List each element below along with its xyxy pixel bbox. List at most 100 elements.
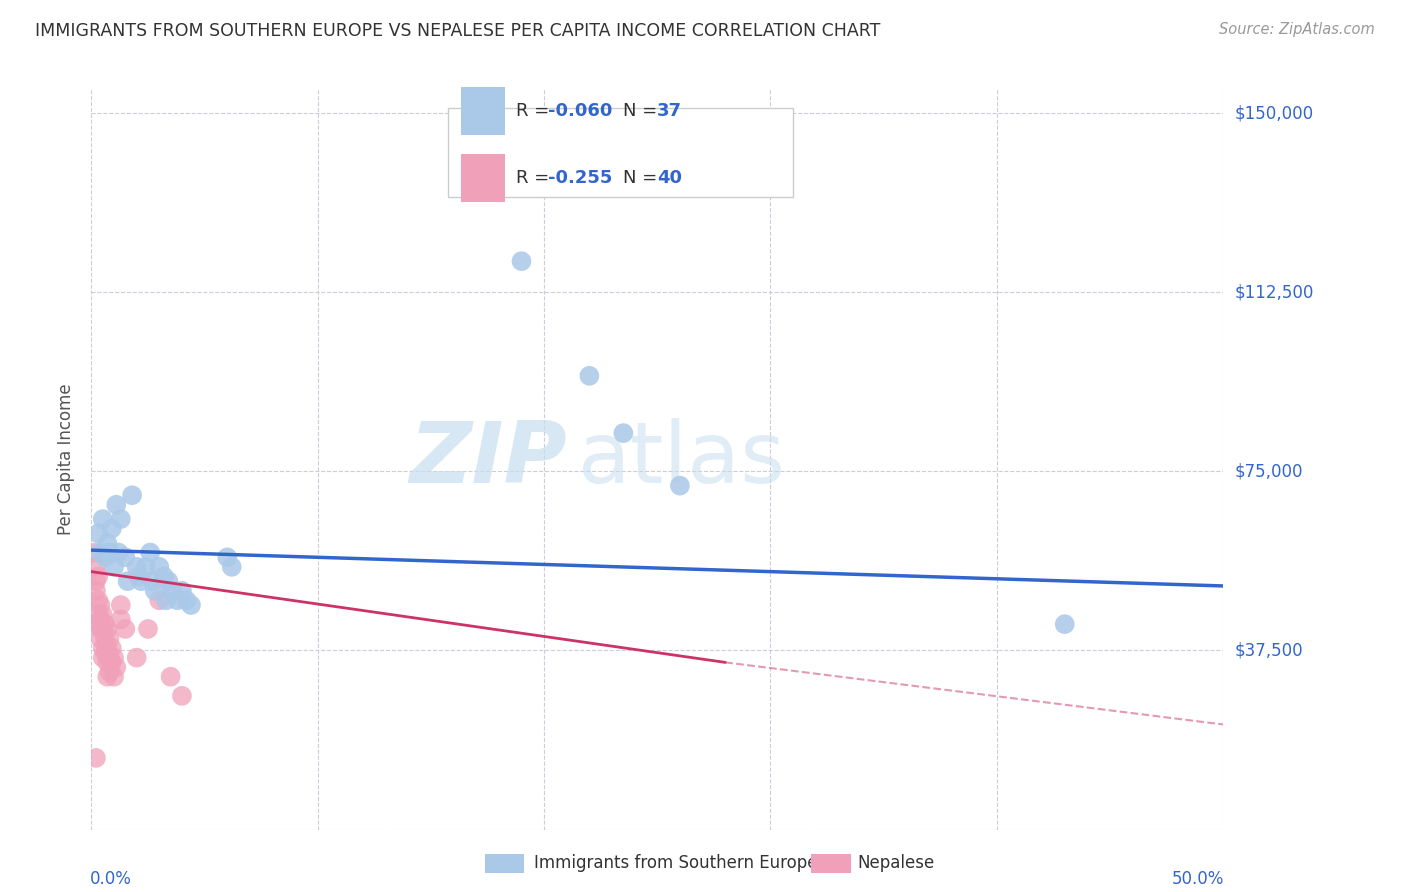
Text: 50.0%: 50.0% [1173,871,1225,888]
Point [510,254,533,268]
Point [84,751,107,765]
Text: $112,500: $112,500 [1234,283,1313,301]
Point [94,617,117,632]
Point [612,426,634,441]
Point [180,598,202,612]
Point [96,641,118,656]
Point [578,368,600,383]
Point [91,641,114,656]
Text: 40: 40 [657,169,682,187]
Text: 37: 37 [657,103,682,120]
Point [100,641,122,656]
Point [91,512,114,526]
Point [170,689,193,703]
Point [110,512,132,526]
Point [89,632,111,646]
Point [94,550,117,565]
Point [125,559,148,574]
Point [89,612,111,626]
Text: -0.255: -0.255 [547,169,612,187]
FancyBboxPatch shape [461,154,505,202]
Point [114,622,136,636]
Point [98,665,121,679]
Point [87,569,110,583]
Text: Nepalese: Nepalese [858,855,935,872]
Point [170,583,193,598]
Point [83,545,105,559]
Point [136,622,159,636]
Text: ZIP: ZIP [409,417,567,501]
Text: $37,500: $37,500 [1234,641,1303,659]
Text: 0.0%: 0.0% [90,871,132,888]
Point [91,622,114,636]
Point [89,622,111,636]
Point [114,550,136,565]
Point [87,607,110,622]
Point [84,583,107,598]
Point [98,632,121,646]
Point [96,656,118,670]
Point [162,583,184,598]
Point [166,593,188,607]
Text: N =: N = [623,103,664,120]
Point [107,545,129,559]
Text: atlas: atlas [578,417,786,501]
Point [148,559,170,574]
FancyBboxPatch shape [461,87,505,136]
Y-axis label: Per Capita Income: Per Capita Income [58,384,76,535]
Point [96,536,118,550]
Point [157,574,180,589]
Text: N =: N = [623,169,664,187]
Point [128,569,150,583]
Point [89,598,111,612]
Point [110,612,132,626]
Point [159,670,181,684]
Point [129,574,152,589]
Point [94,632,117,646]
Point [96,670,118,684]
Point [84,574,107,589]
Point [103,670,125,684]
Point [139,545,162,559]
Point [669,478,692,492]
Point [143,583,166,598]
Point [100,522,122,536]
Point [153,569,176,583]
Text: -0.060: -0.060 [547,103,612,120]
Point [221,559,243,574]
Point [98,650,121,665]
Point [103,650,125,665]
Point [84,559,107,574]
Point [176,593,198,607]
Point [125,650,148,665]
Point [110,598,132,612]
Point [98,545,121,559]
Text: Source: ZipAtlas.com: Source: ZipAtlas.com [1219,22,1375,37]
Point [117,574,139,589]
Point [87,617,110,632]
Point [87,593,110,607]
Text: R =: R = [516,103,555,120]
Point [91,650,114,665]
Text: IMMIGRANTS FROM SOUTHERN EUROPE VS NEPALESE PER CAPITA INCOME CORRELATION CHART: IMMIGRANTS FROM SOUTHERN EUROPE VS NEPAL… [35,22,880,40]
Point [1053,617,1076,632]
Point [94,646,117,660]
Text: Immigrants from Southern Europe: Immigrants from Southern Europe [534,855,818,872]
Point [105,498,128,512]
Point [217,550,239,565]
Point [148,593,170,607]
Point [89,545,111,559]
Text: R =: R = [516,169,555,187]
Point [96,622,118,636]
Point [121,488,143,502]
Point [141,574,163,589]
Point [103,559,125,574]
Text: $75,000: $75,000 [1234,462,1303,480]
Point [87,526,110,541]
Text: $150,000: $150,000 [1234,104,1313,122]
Point [105,660,128,674]
FancyBboxPatch shape [449,108,793,196]
Point [91,607,114,622]
Point [155,593,177,607]
Point [100,656,122,670]
